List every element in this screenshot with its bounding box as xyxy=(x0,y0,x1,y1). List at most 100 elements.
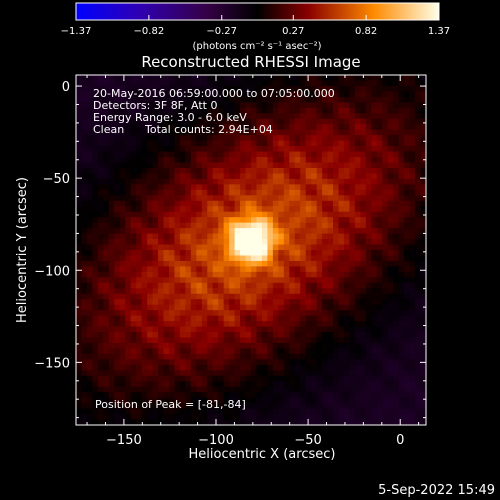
heatmap-cell xyxy=(338,293,345,300)
heatmap-cell xyxy=(338,113,345,120)
heatmap-cell xyxy=(103,359,110,366)
heatmap-cell xyxy=(387,200,394,207)
heatmap-cell xyxy=(130,359,137,366)
heatmap-cell xyxy=(371,260,378,268)
heatmap-cell xyxy=(343,277,351,284)
heatmap-cell xyxy=(240,397,247,404)
heatmap-cell xyxy=(327,386,334,393)
heatmap-cell xyxy=(76,244,83,251)
heatmap-cell xyxy=(316,140,323,147)
heatmap-cell xyxy=(393,403,400,410)
heatmap-cell xyxy=(223,135,230,142)
heatmap-cell xyxy=(130,80,137,87)
heatmap-cell xyxy=(152,200,159,207)
heatmap-cell xyxy=(333,266,340,273)
heatmap-cell xyxy=(409,315,416,322)
heatmap-cell xyxy=(223,75,230,82)
heatmap-cell xyxy=(152,96,159,103)
heatmap-cell xyxy=(360,386,367,393)
heatmap-cell xyxy=(147,217,154,224)
heatmap-cell xyxy=(376,80,383,87)
heatmap-cell xyxy=(234,414,241,421)
heatmap-cell xyxy=(141,348,148,355)
heatmap-cell xyxy=(245,200,252,207)
heatmap-cell xyxy=(229,271,236,278)
heatmap-cell xyxy=(382,414,389,421)
heatmap-cell xyxy=(103,293,110,300)
heatmap-cell xyxy=(76,167,83,175)
heatmap-cell xyxy=(158,239,165,246)
heatmap-cell xyxy=(333,282,340,289)
heatmap-cell xyxy=(354,353,361,360)
heatmap-cell xyxy=(415,386,422,393)
heatmap-cell xyxy=(365,260,372,268)
heatmap-cell xyxy=(322,397,329,404)
heatmap-cell xyxy=(130,228,137,235)
heatmap-cell xyxy=(174,102,181,109)
heatmap-cell xyxy=(371,392,378,399)
heatmap-cell xyxy=(141,260,148,268)
heatmap-cell xyxy=(343,337,351,344)
heatmap-cell xyxy=(108,206,115,213)
heatmap-cell xyxy=(354,304,361,311)
heatmap-cell xyxy=(420,140,426,147)
heatmap-cell xyxy=(316,195,323,202)
heatmap-cell xyxy=(163,91,170,98)
heatmap-cell xyxy=(136,293,143,300)
heatmap-cell xyxy=(119,239,126,246)
heatmap-cell xyxy=(393,129,400,136)
heatmap-cell xyxy=(190,80,197,87)
heatmap-cell xyxy=(130,91,137,98)
heatmap-cell xyxy=(272,381,279,388)
heatmap-cell xyxy=(185,288,192,295)
heatmap-cell xyxy=(338,195,345,202)
heatmap-cell xyxy=(420,250,426,257)
heatmap-cell xyxy=(349,80,356,87)
heatmap-cell xyxy=(103,282,110,289)
heatmap-cell xyxy=(387,342,394,350)
heatmap-cell xyxy=(136,167,143,175)
heatmap-cell xyxy=(338,353,345,360)
heatmap-cell xyxy=(371,282,378,289)
heatmap-cell xyxy=(229,151,236,158)
heatmap-cell xyxy=(190,211,197,218)
heatmap-cell xyxy=(272,189,279,196)
heatmap-cell xyxy=(196,96,203,103)
heatmap-cell xyxy=(201,80,208,87)
heatmap-cell xyxy=(229,414,236,421)
heatmap-cell xyxy=(103,403,110,410)
heatmap-cell xyxy=(327,370,334,377)
heatmap-cell xyxy=(97,118,104,125)
heatmap-cell xyxy=(190,167,197,175)
heatmap-cell xyxy=(261,118,269,125)
heatmap-cell xyxy=(218,124,225,131)
heatmap-cell xyxy=(349,419,356,425)
heatmap-cell xyxy=(322,129,329,136)
heatmap-cell xyxy=(201,288,208,295)
heatmap-cell xyxy=(415,107,422,114)
heatmap-cell xyxy=(168,178,176,185)
heatmap-cell xyxy=(81,222,88,229)
heatmap-cell xyxy=(327,250,334,257)
heatmap-cell xyxy=(119,381,126,388)
heatmap-cell xyxy=(179,348,186,355)
heatmap-cell xyxy=(201,91,208,98)
heatmap-cell xyxy=(294,244,301,251)
heatmap-cell xyxy=(179,211,186,218)
heatmap-cell xyxy=(212,107,219,114)
heatmap-cell xyxy=(283,233,290,240)
heatmap-cell xyxy=(114,304,121,311)
heatmap-cell xyxy=(81,217,88,224)
heatmap-cell xyxy=(393,304,400,311)
heatmap-cell xyxy=(76,135,83,142)
heatmap-cell xyxy=(229,364,236,371)
heatmap-cell xyxy=(245,173,252,180)
heatmap-cell xyxy=(81,135,88,142)
heatmap-cell xyxy=(147,250,154,257)
heatmap-cell xyxy=(179,392,186,399)
heatmap-cell xyxy=(81,102,88,109)
heatmap-cell xyxy=(420,414,426,421)
heatmap-cell xyxy=(376,146,383,153)
heatmap-cell xyxy=(393,162,400,169)
heatmap-cell xyxy=(289,233,296,240)
